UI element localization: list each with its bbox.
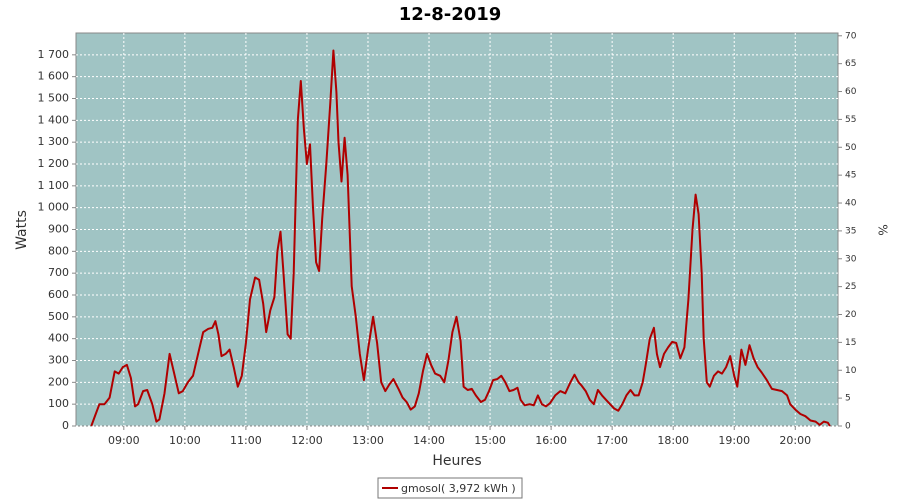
y-tick-label: 100 [48,397,69,410]
x-tick-label: 11:00 [230,434,262,447]
y2-tick-label: 50 [845,143,857,153]
y-tick-label: 800 [48,244,69,257]
legend-label: gmosol( 3,972 kWh ) [401,482,516,495]
y2-tick-label: 30 [845,254,857,264]
x-tick-label: 17:00 [596,434,628,447]
y2-tick-label: 25 [845,282,856,292]
y-tick-label: 400 [48,332,69,345]
y-tick-label: 0 [62,419,69,432]
x-tick-label: 15:00 [474,434,506,447]
y-axis-title: Watts [14,210,30,250]
x-tick-label: 20:00 [779,434,811,447]
x-tick-label: 18:00 [657,434,689,447]
y-tick-label: 700 [48,266,69,279]
x-axis-title: Heures [432,453,481,469]
y2-tick-label: 60 [845,87,857,97]
y2-tick-label: 45 [845,171,856,181]
y-tick-label: 500 [48,310,69,323]
y-tick-label: 1 500 [38,92,70,105]
y-tick-label: 200 [48,375,69,388]
x-tick-label: 19:00 [718,434,750,447]
y2-tick-label: 40 [845,199,857,209]
y-tick-label: 1 600 [38,70,70,83]
y2-tick-label: 0 [845,422,851,432]
y-tick-label: 1 000 [38,201,70,214]
y2-tick-label: 5 [845,394,851,404]
y-tick-label: 1 300 [38,135,70,148]
x-tick-label: 16:00 [535,434,567,447]
x-tick-label: 10:00 [169,434,201,447]
y2-tick-label: 10 [845,366,857,376]
y2-tick-label: 55 [845,115,856,125]
legend [377,477,523,499]
y-tick-label: 1 700 [38,48,70,61]
y2-tick-label: 15 [845,338,856,348]
x-tick-label: 13:00 [352,434,384,447]
y2-tick-label: 35 [845,226,856,236]
y-tick-label: 300 [48,354,69,367]
y-tick-label: 1 100 [38,179,70,192]
x-tick-label: 12:00 [291,434,323,447]
y2-tick-label: 70 [845,31,857,41]
y-tick-label: 600 [48,288,69,301]
x-tick-label: 14:00 [413,434,445,447]
y2-tick-label: 20 [845,310,857,320]
y-tick-label: 900 [48,223,69,236]
data-line [90,49,831,427]
chart-title: 12-8-2019 [399,4,502,25]
y-tick-label: 1 200 [38,157,70,170]
x-tick-label: 09:00 [108,434,140,447]
y2-tick-label: 65 [845,59,856,69]
y-tick-label: 1 400 [38,113,70,126]
y2-axis-title: % [876,224,890,235]
